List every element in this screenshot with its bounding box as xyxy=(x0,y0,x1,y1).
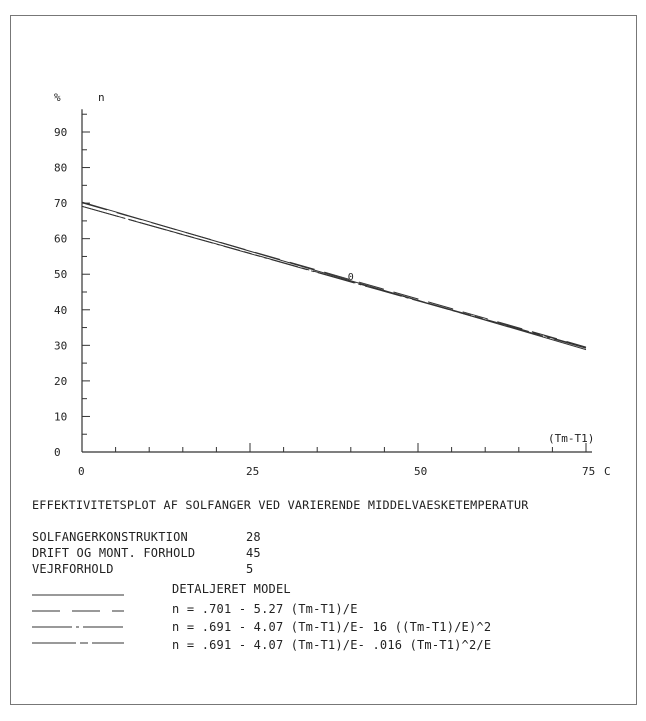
y-tick-label: 70 xyxy=(54,197,67,210)
y-tick-label: 60 xyxy=(54,233,67,246)
y-unit-label: % xyxy=(54,91,61,104)
x-axis-label: (Tm-T1) xyxy=(548,432,594,445)
legend-label-1: DETALJERET MODEL xyxy=(172,582,291,596)
info-label-3: VEJRFORHOLD xyxy=(32,562,114,576)
y-tick-label: 20 xyxy=(54,375,67,388)
info-value-3: 5 xyxy=(246,562,253,576)
series-line-2 xyxy=(82,203,586,347)
legend-label-2: n = .701 - 5.27 (Tm-T1)/E xyxy=(172,602,358,616)
series-lines xyxy=(82,202,586,350)
y-axis-label: n xyxy=(98,91,105,104)
series-line-4 xyxy=(82,206,586,347)
axis-labels: 10 20 30 40 50 60 70 80 90 0 0 25 50 75 C (Tm-T1)% n 0 xyxy=(54,91,611,478)
y-tick-label: 30 xyxy=(54,339,67,352)
legend-label-3: n = .691 - 4.07 (Tm-T1)/E- 16 ((Tm-T1)/E… xyxy=(172,620,491,634)
x-tick-label: 75 xyxy=(582,465,595,478)
x-unit-label: C xyxy=(604,465,611,478)
y-tick-label: 90 xyxy=(54,126,67,139)
axes xyxy=(82,109,592,452)
y-tick-label: 50 xyxy=(54,268,67,281)
y-tick-label: 80 xyxy=(54,162,67,175)
info-value-2: 45 xyxy=(246,546,261,560)
y-tick-label: 10 xyxy=(54,410,67,423)
info-label-2: DRIFT OG MONT. FORHOLD xyxy=(32,546,195,560)
y-tick-label-zero: 0 xyxy=(54,446,61,459)
x-tick-label: 25 xyxy=(246,465,259,478)
info-label-1: SOLFANGERKONSTRUKTION xyxy=(32,530,188,544)
info-value-1: 28 xyxy=(246,530,261,544)
point-marker: 0 xyxy=(348,272,354,283)
x-tick-label: 50 xyxy=(414,465,427,478)
y-tick-label: 40 xyxy=(54,304,67,317)
legend-label-4: n = .691 - 4.07 (Tm-T1)/E- .016 (Tm-T1)^… xyxy=(172,638,491,652)
x-tick-label: 0 xyxy=(78,465,85,478)
chart-title: EFFEKTIVITETSPLOT AF SOLFANGER VED VARIE… xyxy=(32,498,529,512)
